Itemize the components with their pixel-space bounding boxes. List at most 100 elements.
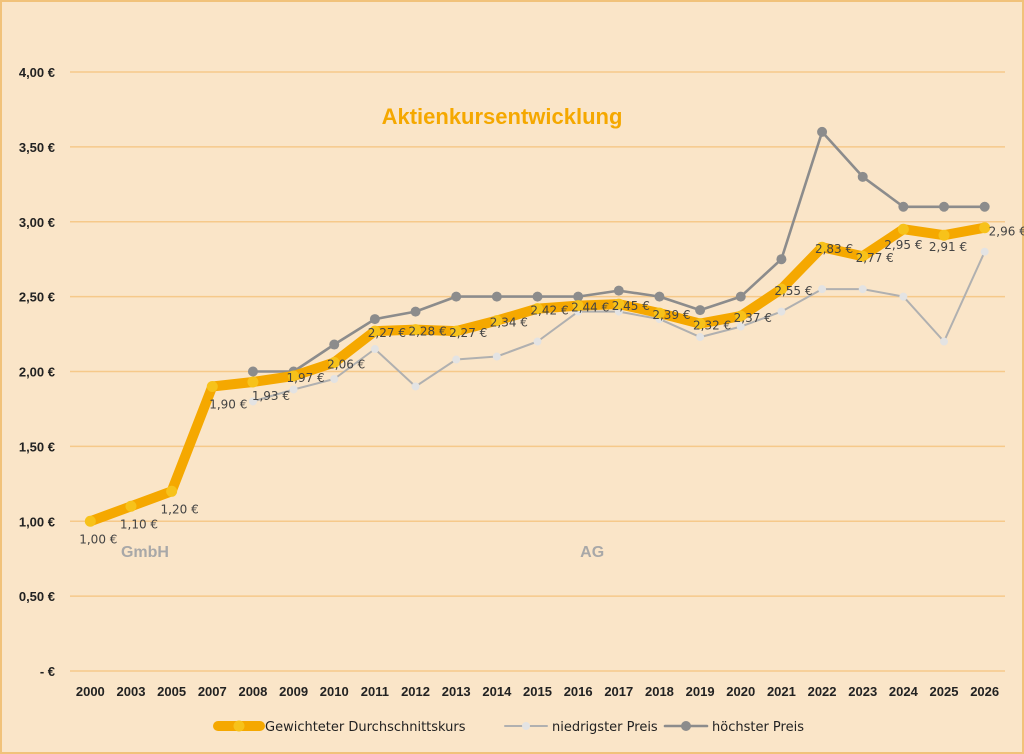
data-point — [858, 285, 867, 294]
y-axis-ticks: - € 0,50 € 1,00 € 1,50 € 2,00 € 2,50 € 3,00 € 3… — [19, 65, 55, 679]
data-point — [369, 325, 381, 337]
data-point — [328, 357, 340, 369]
data-point — [533, 337, 542, 346]
data-point — [247, 376, 259, 388]
annotation-label: GmbH — [121, 544, 169, 561]
data-point — [980, 247, 989, 256]
data-point — [939, 201, 950, 212]
series-lines — [84, 126, 991, 527]
y-tick-label: 2,00 € — [19, 365, 55, 380]
data-label: 2,45 € — [612, 299, 650, 313]
chart-title: Aktienkursentwicklung — [382, 104, 623, 129]
y-tick-label: 1,00 € — [19, 514, 55, 529]
x-tick-label: 2020 — [726, 684, 755, 699]
data-label: 2,83 € — [815, 242, 853, 256]
legend-item: niedrigster Preis — [504, 720, 658, 735]
data-point — [775, 283, 787, 295]
x-tick-label: 2022 — [808, 684, 837, 699]
data-point — [979, 201, 990, 212]
data-point — [206, 380, 218, 392]
legend-label: höchster Preis — [712, 720, 804, 735]
data-label: 2,34 € — [490, 316, 528, 330]
data-point — [532, 291, 543, 302]
data-point — [451, 291, 462, 302]
data-point — [816, 241, 828, 253]
x-tick-label: 2013 — [442, 684, 471, 699]
data-point — [329, 339, 340, 350]
x-tick-label: 2017 — [604, 684, 633, 699]
data-point — [653, 307, 665, 319]
data-point — [166, 485, 178, 497]
data-point — [84, 515, 96, 527]
data-point — [776, 254, 787, 265]
annotation-label: AG — [580, 544, 604, 561]
data-label: 2,42 € — [530, 304, 568, 318]
data-point — [369, 314, 380, 325]
data-label: 1,20 € — [161, 502, 199, 516]
x-tick-label: 2026 — [970, 684, 999, 699]
data-label: 1,97 € — [287, 371, 325, 385]
data-label: 1,90 € — [209, 397, 247, 411]
data-label: 2,91 € — [929, 240, 967, 254]
x-axis-ticks: 2000 2003 2005 2007 2008 2009 2010 2011 2012 2013… — [76, 684, 999, 699]
data-label: 2,39 € — [652, 308, 690, 322]
data-point — [491, 315, 503, 327]
x-tick-label: 2025 — [930, 684, 959, 699]
data-point — [736, 322, 745, 331]
x-tick-label: 2023 — [848, 684, 877, 699]
y-tick-label: 2,50 € — [19, 290, 55, 305]
data-point — [491, 291, 502, 302]
series-2 — [247, 126, 990, 377]
x-tick-label: 2019 — [686, 684, 715, 699]
y-tick-label: 4,00 € — [19, 65, 55, 80]
annotations: GmbH AG — [121, 544, 604, 561]
data-label: 2,32 € — [693, 319, 731, 333]
data-point — [411, 382, 420, 391]
x-tick-label: 2007 — [198, 684, 227, 699]
data-labels: 1,00 €1,10 €1,20 € 1,90 € 1,93 € 1,97 €2,06… — [79, 225, 1024, 547]
y-tick-label: 3,00 € — [19, 215, 55, 230]
x-tick-label: 2012 — [401, 684, 430, 699]
data-point — [247, 366, 258, 377]
data-point — [370, 345, 379, 354]
legend-label: Gewichteter Durchschnittskurs — [265, 720, 466, 735]
data-label: 2,27 € — [368, 326, 406, 340]
x-tick-label: 2003 — [117, 684, 146, 699]
data-point — [899, 292, 908, 301]
data-point — [572, 300, 584, 312]
data-point — [940, 337, 949, 346]
data-point — [777, 307, 786, 316]
data-label: 2,44 € — [571, 301, 609, 315]
data-point — [613, 285, 624, 296]
data-point — [817, 126, 828, 137]
y-tick-label: 1,50 € — [19, 439, 55, 454]
data-point — [288, 370, 300, 382]
x-tick-label: 2011 — [361, 684, 389, 699]
data-label: 2,37 € — [734, 311, 772, 325]
data-point — [573, 291, 584, 302]
data-point — [979, 222, 991, 234]
data-point — [857, 171, 868, 182]
legend: Gewichteter Durchschnittskurs niedrigster… — [213, 720, 804, 735]
data-point — [410, 324, 422, 336]
data-point — [696, 333, 705, 342]
data-label: 2,95 € — [884, 238, 922, 252]
series-0 — [84, 222, 991, 527]
data-point — [492, 352, 501, 361]
data-point — [735, 310, 747, 322]
data-point — [248, 397, 257, 406]
data-label: 2,27 € — [449, 326, 487, 340]
data-point — [694, 318, 706, 330]
y-tick-label: 0,50 € — [19, 589, 55, 604]
y-tick-label: - € — [40, 664, 55, 679]
data-point — [289, 385, 298, 394]
legend-label: niedrigster Preis — [552, 720, 658, 735]
data-label: 2,28 € — [408, 325, 446, 339]
x-tick-label: 2009 — [279, 684, 308, 699]
x-tick-label: 2015 — [523, 684, 552, 699]
data-label: 2,77 € — [856, 251, 894, 265]
x-tick-label: 2008 — [238, 684, 267, 699]
legend-marker — [522, 722, 530, 730]
